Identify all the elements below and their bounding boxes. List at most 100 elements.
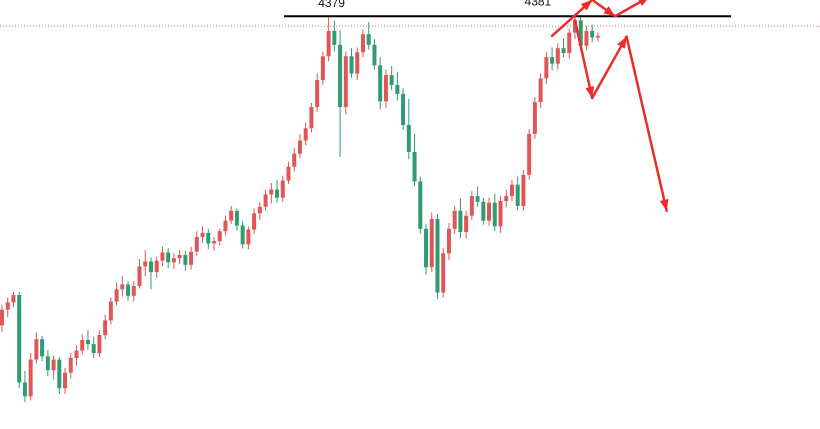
candle-body <box>246 229 251 245</box>
candle <box>504 189 509 208</box>
candle-body <box>532 102 537 134</box>
candle-body <box>561 48 566 54</box>
candle-body <box>326 30 331 57</box>
candle-body <box>355 52 360 74</box>
candle-body <box>200 232 205 237</box>
rejection-arrow-segment <box>625 35 668 213</box>
candle <box>338 30 343 157</box>
candle-body <box>114 289 119 302</box>
candle <box>103 314 108 340</box>
candle <box>200 226 205 243</box>
candle <box>166 248 171 269</box>
candle-body <box>183 254 188 265</box>
candle <box>492 193 497 232</box>
candle-body <box>446 228 451 254</box>
candle-body <box>515 184 520 206</box>
candle <box>74 344 79 366</box>
candle-body <box>487 202 492 221</box>
candle-body <box>189 251 194 265</box>
candle <box>452 205 457 234</box>
candle <box>34 332 39 364</box>
candle-body <box>389 75 394 85</box>
candle <box>360 29 365 58</box>
candle-body <box>378 65 383 102</box>
candle-body <box>401 93 406 125</box>
candle-body <box>464 215 469 233</box>
candle-body <box>452 210 457 229</box>
candle <box>378 57 383 110</box>
candle <box>429 212 434 273</box>
candle <box>148 257 153 290</box>
candle-body <box>424 228 429 268</box>
candle-body <box>458 210 463 233</box>
candle-body <box>212 241 217 244</box>
candle-body <box>63 372 68 389</box>
candle <box>68 353 73 379</box>
candle-body <box>332 30 337 45</box>
candle <box>401 88 406 130</box>
candle <box>194 231 199 256</box>
candle-body <box>137 266 142 287</box>
candle <box>183 250 188 271</box>
candle <box>11 291 16 308</box>
candle-body <box>0 309 4 326</box>
candle <box>366 21 371 50</box>
candle-body <box>360 34 365 53</box>
candle-body <box>292 153 297 167</box>
arrow-head <box>585 86 595 99</box>
scenario-arrows-group <box>550 0 669 213</box>
candle <box>252 208 257 234</box>
candle <box>97 330 102 358</box>
candle-body <box>126 284 131 296</box>
candle <box>131 281 136 302</box>
candle-body <box>22 382 27 397</box>
candle-body <box>252 213 257 230</box>
candle <box>550 47 555 71</box>
candle <box>275 179 280 203</box>
candle <box>126 281 131 301</box>
candle-body <box>74 350 79 358</box>
candle <box>343 51 348 115</box>
candle-body <box>297 140 302 154</box>
candle-body <box>412 151 417 182</box>
candle-body <box>504 196 509 202</box>
peak-label-4379: 4379 <box>318 0 345 10</box>
candle <box>481 197 486 225</box>
candle-body <box>309 107 314 129</box>
candle-body <box>234 210 239 226</box>
candle-body <box>160 252 165 261</box>
candle <box>114 282 119 306</box>
candle-body <box>154 260 159 273</box>
candle <box>320 51 325 85</box>
candle-body <box>177 254 182 259</box>
candle-body <box>206 232 211 244</box>
candle-body <box>80 339 85 351</box>
candle <box>515 176 520 211</box>
candle-body <box>223 220 228 232</box>
candle <box>171 253 176 269</box>
candle <box>292 147 297 172</box>
candle-body <box>578 20 583 46</box>
candle-body <box>85 339 90 345</box>
candle <box>177 250 182 264</box>
candle <box>406 98 411 160</box>
candle-body <box>584 30 589 46</box>
candle <box>40 335 45 362</box>
candle-body <box>171 258 176 263</box>
candle <box>389 66 394 90</box>
candle-body <box>17 295 22 383</box>
candle <box>326 17 331 62</box>
candle <box>527 129 532 180</box>
candle <box>544 52 549 85</box>
candle-body <box>45 356 50 371</box>
candle-body <box>303 128 308 141</box>
candle-body <box>280 180 285 198</box>
candle-body <box>286 166 291 181</box>
candle <box>332 20 337 52</box>
rejection-arrow-segment <box>590 35 628 100</box>
candle <box>487 197 492 226</box>
candle-body <box>372 44 377 66</box>
candle <box>246 226 251 250</box>
candle <box>303 122 308 146</box>
candle-body <box>481 201 486 221</box>
